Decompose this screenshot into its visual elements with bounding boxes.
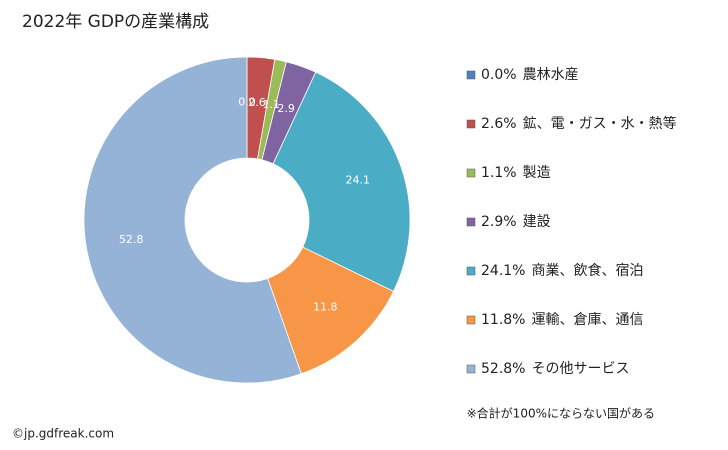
legend-label: 52.8% その他サービス: [481, 361, 629, 377]
legend-value: 11.8%: [481, 312, 525, 328]
legend-value: 24.1%: [481, 263, 525, 279]
legend-value: 2.6%: [481, 116, 517, 132]
data-label: 0.0: [238, 96, 256, 109]
legend-name: 商業、飲食、宿泊: [531, 262, 643, 279]
legend-value: 2.9%: [481, 214, 517, 230]
chart-title: 2022年 GDPの産業構成: [22, 12, 209, 32]
legend-label: 2.6% 鉱、電・ガス・水・熱等: [481, 115, 677, 132]
data-label: 2.9: [277, 102, 295, 115]
data-label: 52.8: [119, 233, 144, 246]
legend-value: 52.8%: [481, 361, 525, 377]
data-label: 2.6: [248, 96, 266, 109]
legend-name: 農林水産: [523, 67, 579, 83]
legend-marker: [466, 70, 476, 80]
legend-label: 2.9% 建設: [481, 214, 551, 230]
legend-marker: [466, 364, 476, 374]
slice: [83, 56, 302, 384]
legend-marker: [466, 119, 476, 129]
data-label: 24.1: [345, 174, 370, 187]
legend-name: 鉱、電・ガス・水・熱等: [523, 115, 677, 132]
footnote: ※合計が100%にならない国がある: [467, 406, 655, 421]
legend-name: 建設: [523, 214, 551, 230]
legend-marker: [466, 168, 476, 178]
legend-value: 0.0%: [481, 67, 517, 83]
legend-marker: [466, 266, 476, 276]
legend-label: 1.1% 製造: [481, 165, 551, 181]
legend-marker: [466, 315, 476, 325]
data-label: 11.8: [313, 301, 338, 314]
slice: [272, 71, 411, 292]
legend-marker: [466, 217, 476, 227]
legend-label: 24.1% 商業、飲食、宿泊: [481, 262, 643, 279]
legend-label: 11.8% 運輸、倉庫、通信: [481, 311, 643, 328]
data-label: 1.1: [262, 98, 280, 111]
legend-name: 製造: [523, 165, 551, 181]
source: ©jp.gdfreak.com: [12, 427, 114, 441]
legend-name: その他サービス: [531, 361, 629, 377]
legend-name: 運輸、倉庫、通信: [531, 311, 643, 328]
legend-label: 0.0% 農林水産: [481, 67, 579, 83]
legend-value: 1.1%: [481, 165, 517, 181]
